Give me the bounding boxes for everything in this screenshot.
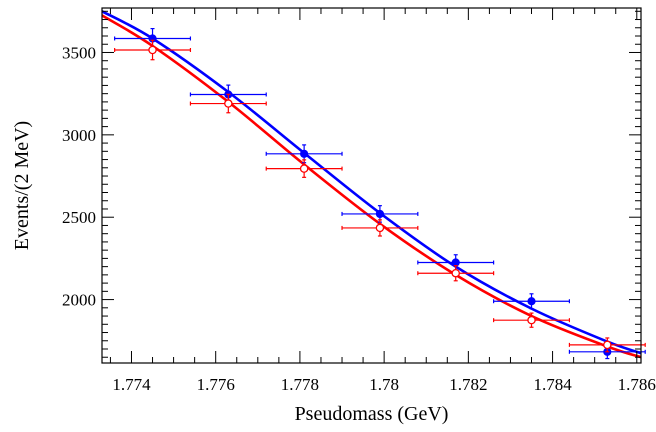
plot-frame (101, 7, 642, 364)
fit-curve-red (101, 14, 642, 359)
x-tick-label: 1.78 (369, 375, 399, 394)
marker-filled-circle (375, 209, 385, 219)
y-tick-label: 2500 (62, 208, 96, 227)
x-tick-label: 1.778 (281, 375, 319, 394)
y-tick-label: 3500 (62, 43, 96, 62)
marker-open-circle (527, 315, 536, 325)
data-point-blue (265, 144, 343, 164)
marker-filled-circle (451, 258, 460, 267)
x-axis-label: Pseudomass (GeV) (295, 403, 449, 425)
marker-open-circle (224, 99, 233, 108)
x-tick-label: 1.784 (533, 375, 572, 394)
data-points (114, 27, 646, 360)
data-point-red (568, 337, 646, 353)
x-tick-label: 1.774 (112, 375, 151, 394)
data-point-red (417, 265, 495, 282)
x-tick-label: 1.776 (197, 375, 235, 394)
data-point-red (341, 219, 419, 237)
marker-filled-circle (527, 297, 536, 306)
marker-open-circle (603, 340, 612, 350)
marker-open-circle (148, 45, 157, 55)
marker-open-circle (299, 164, 309, 173)
fit-curves (101, 10, 642, 359)
axis-ticks: 1.774 1.776 1.778 1.78 1.782 1.784 1.786 2000 25… (62, 8, 656, 394)
fit-curve-blue (101, 10, 642, 355)
y-tick-label: 3000 (62, 126, 96, 145)
marker-filled-circle (300, 149, 309, 158)
marker-open-circle (375, 223, 385, 233)
data-point-red (493, 312, 571, 328)
marker-open-circle (451, 268, 460, 278)
data-point-red (265, 159, 343, 178)
data-point-red (189, 93, 267, 114)
data-point-blue (493, 293, 571, 310)
y-axis-label: Events/(2 MeV) (11, 121, 33, 250)
y-tick-label: 2000 (62, 291, 96, 310)
x-tick-label: 1.782 (449, 375, 487, 394)
data-point-red (114, 39, 192, 61)
x-tick-label: 1.786 (618, 375, 656, 394)
